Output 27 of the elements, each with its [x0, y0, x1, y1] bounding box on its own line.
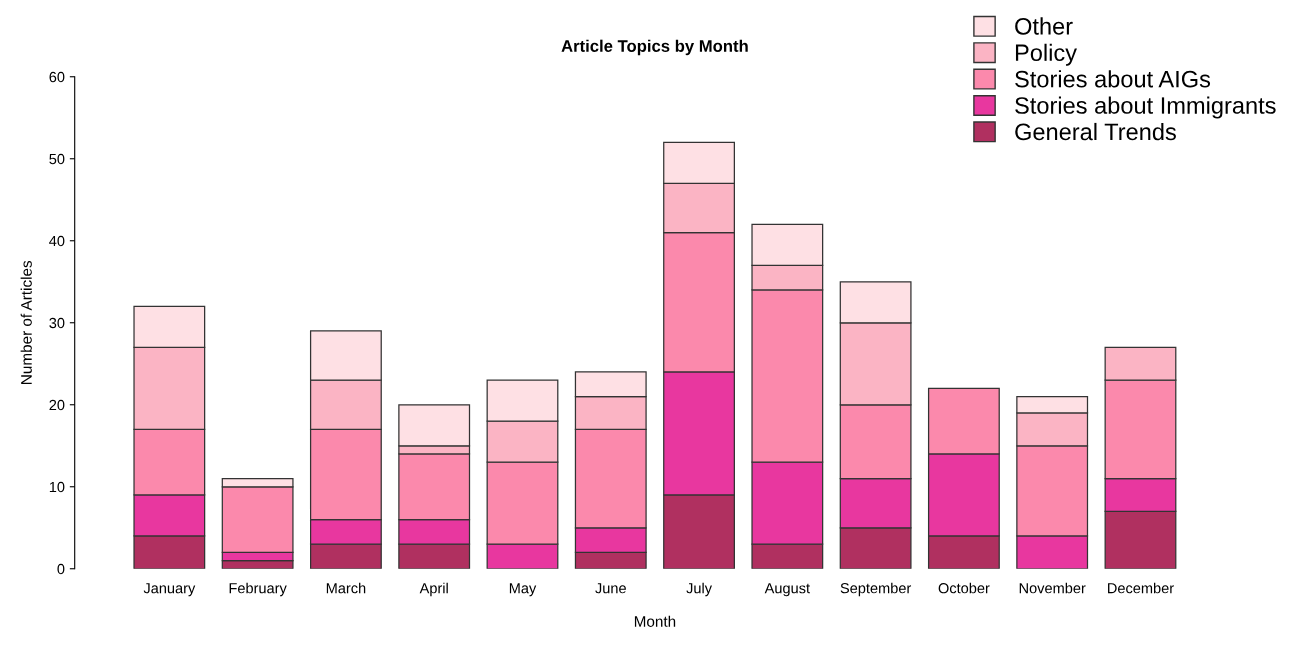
- x-tick-label: September: [840, 582, 912, 597]
- y-tick-label: 60: [49, 71, 65, 83]
- x-tick-label: August: [764, 583, 810, 597]
- x-axis-title: Month: [634, 615, 676, 627]
- x-tick-label: March: [326, 582, 366, 594]
- legend-label: Policy: [1015, 43, 1077, 66]
- x-tick-label: June: [595, 583, 626, 594]
- x-tick-label: April: [419, 582, 448, 597]
- x-tick-label: October: [938, 582, 990, 594]
- y-tick-label: 10: [49, 481, 65, 493]
- y-tick-label: 30: [49, 317, 65, 329]
- y-axis-title: Number of Articles: [20, 260, 32, 384]
- chart-title: Article Topics by Month: [561, 39, 748, 56]
- legend-label: General Trends: [1015, 122, 1176, 141]
- y-tick-label: 20: [49, 399, 65, 411]
- x-tick-label: December: [1108, 582, 1174, 594]
- y-tick-label: 40: [49, 235, 65, 247]
- x-tick-label: May: [509, 583, 537, 597]
- x-tick-label: July: [686, 582, 712, 597]
- legend-label: Stories about AIGs: [1015, 70, 1211, 88]
- legend-label: Other: [1015, 17, 1073, 35]
- legend-label: Stories about Immigrants: [1015, 96, 1276, 119]
- y-tick-label: 0: [57, 563, 65, 575]
- x-tick-label: November: [1019, 582, 1086, 594]
- y-tick-label: 50: [49, 153, 65, 165]
- x-tick-label: February: [229, 582, 287, 597]
- x-tick-label: January: [143, 583, 196, 597]
